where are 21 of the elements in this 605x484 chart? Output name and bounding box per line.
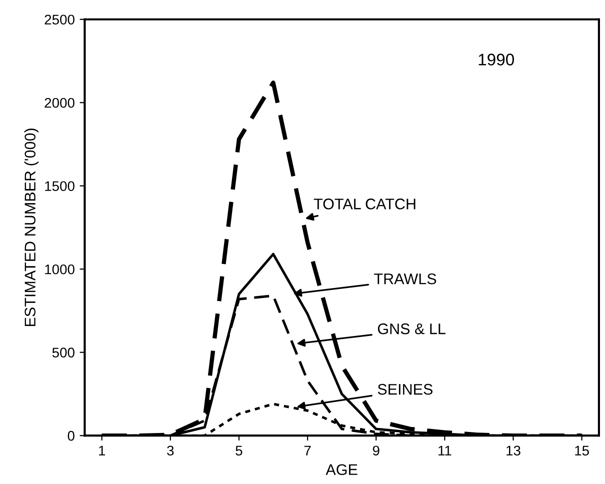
x-tick-label: 11 bbox=[438, 446, 452, 456]
annotation: TRAWLS bbox=[374, 273, 436, 284]
y-tick-label: 1000 bbox=[45, 264, 74, 274]
x-tick-label: 5 bbox=[236, 446, 242, 456]
x-tick-label: 9 bbox=[372, 446, 380, 456]
y-tick-label: 1500 bbox=[45, 181, 74, 192]
x-tick-label: 3 bbox=[167, 446, 174, 456]
y-axis-title: ESTIMATED NUMBER ('000) bbox=[24, 128, 39, 326]
x-tick-label: 7 bbox=[304, 446, 311, 456]
x-tick-label: 13 bbox=[506, 446, 520, 456]
annotation: TOTAL CATCH bbox=[314, 198, 416, 210]
y-tick-label: 500 bbox=[52, 348, 74, 358]
y-tick-label: 0 bbox=[68, 430, 74, 441]
y-tick-label: 2000 bbox=[44, 98, 74, 108]
y-tick-label: 2500 bbox=[44, 14, 74, 25]
x-tick-label: 15 bbox=[575, 446, 589, 456]
x-axis-title: AGE bbox=[326, 464, 358, 476]
x-tick-label: 1 bbox=[99, 446, 106, 456]
annotation: GNS & LL bbox=[378, 323, 446, 334]
annotation: 1990 bbox=[478, 54, 514, 66]
annotation: SEINES bbox=[378, 384, 432, 395]
